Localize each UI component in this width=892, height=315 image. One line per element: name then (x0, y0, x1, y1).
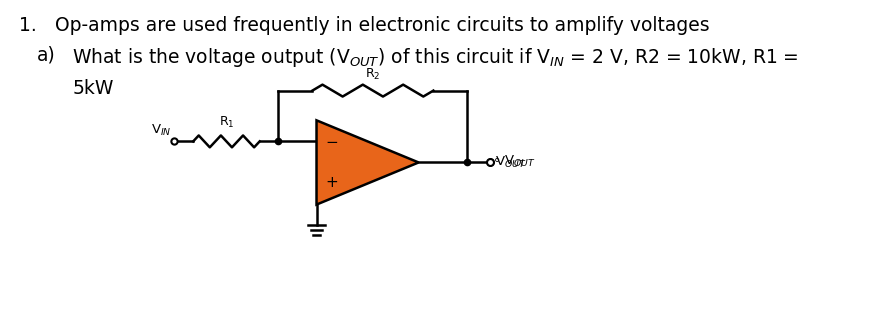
Text: a): a) (37, 46, 55, 65)
Text: 1.: 1. (19, 16, 37, 35)
Text: +: + (326, 175, 338, 190)
Text: V$_{IN}$: V$_{IN}$ (152, 123, 172, 138)
Text: Op-amps are used frequently in electronic circuits to amplify voltages: Op-amps are used frequently in electroni… (54, 16, 709, 35)
Text: $\circ$ V$_{OUT}$: $\circ$ V$_{OUT}$ (492, 154, 536, 169)
Polygon shape (317, 120, 418, 204)
Text: V$_{OUT}$: V$_{OUT}$ (495, 155, 526, 170)
Text: −: − (326, 135, 338, 150)
Text: R$_2$: R$_2$ (365, 66, 381, 82)
Text: R$_1$: R$_1$ (219, 115, 235, 130)
Text: 5kW: 5kW (72, 79, 114, 98)
Text: What is the voltage output (V$_{OUT}$) of this circuit if V$_{IN}$ = 2 V, R2 = 1: What is the voltage output (V$_{OUT}$) o… (72, 46, 799, 69)
